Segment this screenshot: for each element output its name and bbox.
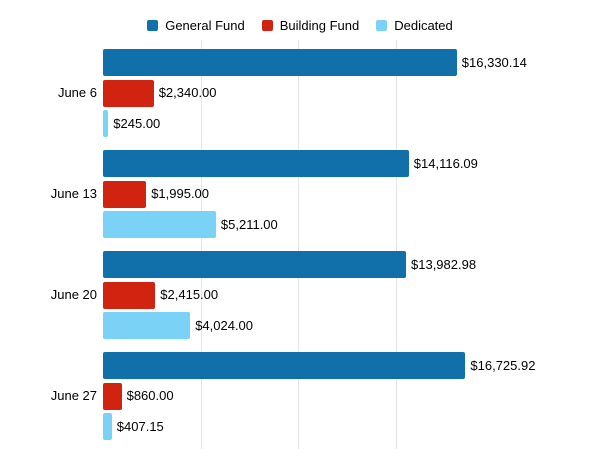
value-label-building-fund-june-13: $1,995.00 xyxy=(151,186,210,201)
legend-item-general-fund[interactable]: General Fund xyxy=(147,18,245,33)
legend-label: General Fund xyxy=(165,17,245,33)
gridline xyxy=(298,40,299,449)
value-label-general-fund-june-27: $16,725.92 xyxy=(470,357,536,373)
bar-building-fund-june-27[interactable] xyxy=(103,382,122,410)
value-label-building-fund-june-20: $2,415.00 xyxy=(160,287,219,302)
value-label-general-fund-june-6: $16,330.14 xyxy=(461,54,527,70)
category-label-june-20: June 20 xyxy=(50,287,97,302)
bar-dedicated-june-27[interactable] xyxy=(103,413,112,440)
bar-building-fund-june-6[interactable] xyxy=(103,79,154,107)
value-label-dedicated-june-27: $407.15 xyxy=(116,418,164,434)
bar-building-fund-june-20[interactable] xyxy=(103,281,156,309)
bar-dedicated-june-20[interactable] xyxy=(103,312,191,339)
legend-swatch-general-fund xyxy=(147,19,159,31)
value-label-general-fund-june-20: $13,982.98 xyxy=(411,256,477,272)
legend-item-building-fund[interactable]: Building Fund xyxy=(261,17,360,33)
legend-label: Dedicated xyxy=(394,17,453,33)
value-label-dedicated-june-13: $5,211.00 xyxy=(220,216,278,232)
gridline xyxy=(200,40,202,449)
bar-general-fund-june-20[interactable] xyxy=(103,251,406,278)
legend-label: Building Fund xyxy=(279,17,360,33)
chart-legend: General Fund Building Fund Dedicated xyxy=(0,13,600,37)
value-label-building-fund-june-6: $2,340.00 xyxy=(158,85,217,100)
value-label-dedicated-june-6: $245.00 xyxy=(113,115,161,131)
value-label-building-fund-june-27: $860.00 xyxy=(126,388,174,403)
bar-dedicated-june-13[interactable] xyxy=(103,211,216,238)
value-label-general-fund-june-13: $14,116.09 xyxy=(413,155,478,171)
legend-swatch-dedicated xyxy=(376,19,388,31)
category-label-june-27: June 27 xyxy=(50,388,97,403)
category-label-june-6: June 6 xyxy=(57,85,97,100)
bar-general-fund-june-27[interactable] xyxy=(103,352,466,379)
bar-building-fund-june-13[interactable] xyxy=(103,180,147,208)
legend-item-dedicated[interactable]: Dedicated xyxy=(376,18,453,33)
bar-general-fund-june-6[interactable] xyxy=(103,49,457,76)
bar-dedicated-june-6[interactable] xyxy=(103,110,109,137)
value-label-dedicated-june-20: $4,024.00 xyxy=(195,317,254,333)
gridline xyxy=(395,40,397,449)
bar-general-fund-june-13[interactable] xyxy=(103,150,409,177)
legend-swatch-building-fund xyxy=(261,19,273,31)
category-label-june-13: June 13 xyxy=(50,186,97,201)
